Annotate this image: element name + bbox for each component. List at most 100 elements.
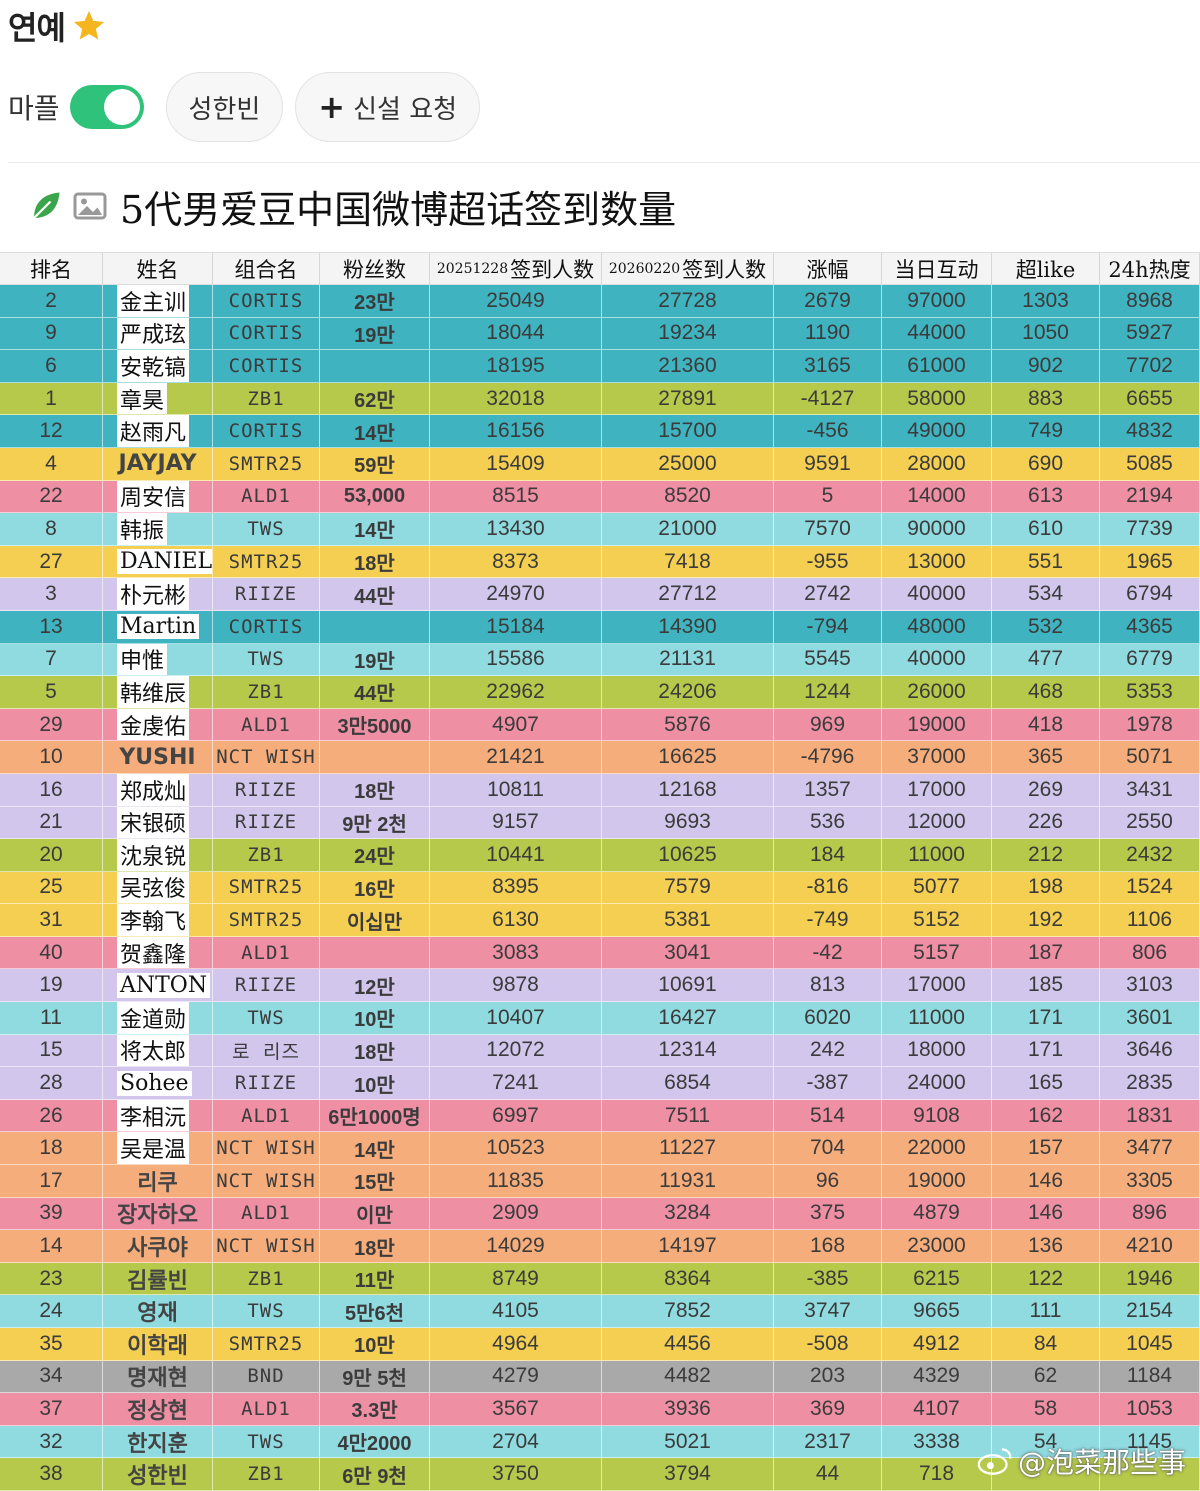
cell-group: CORTIS [213, 415, 320, 447]
cell-inter-text: 48000 [907, 614, 966, 638]
header-increase: 涨幅 [774, 253, 882, 284]
cell-hot-text: 2432 [1126, 842, 1173, 866]
cell-inter: 90000 [882, 513, 992, 545]
cell-inter: 19000 [882, 708, 992, 741]
cell-hot: 7702 [1100, 350, 1200, 382]
cell-rank-text: 7 [45, 647, 57, 671]
cell-fans: 9만 2천 [320, 806, 430, 839]
cell-name-text: 金虔佑 [117, 708, 190, 741]
cell-rank-text: 37 [39, 1396, 63, 1420]
cell-d2-text: 24206 [658, 679, 717, 703]
cell-group-text: CORTIS [228, 289, 304, 312]
new-request-button[interactable]: + 신설 요청 [295, 72, 481, 142]
cell-rank-text: 6 [45, 353, 57, 377]
cell-inc: 203 [774, 1360, 882, 1393]
cell-like: 1303 [992, 285, 1100, 317]
cell-d2-text: 12314 [658, 1038, 717, 1062]
cell-group: NCT WISH [213, 1230, 320, 1262]
cell-d1: 15409 [430, 447, 602, 480]
cell-d2: 3794 [602, 1458, 774, 1490]
cell-name-text: 金主训 [117, 285, 190, 317]
cell-like: 534 [992, 578, 1100, 610]
cell-inc-text: 2679 [804, 288, 851, 312]
cell-hot: 5927 [1100, 317, 1200, 350]
cell-fans-text: 19만 [354, 650, 395, 673]
cell-inter: 23000 [882, 1230, 992, 1262]
cell-rank-text: 8 [45, 516, 57, 540]
cell-name: 金虔佑 [103, 708, 213, 741]
cell-like-text: 171 [1027, 1005, 1064, 1029]
cell-inter-text: 4912 [913, 1331, 960, 1355]
cell-inter: 5157 [882, 936, 992, 969]
cell-fans-text: 11만 [354, 1270, 395, 1293]
cell-fans-text: 9만 2천 [342, 813, 407, 836]
cell-rank: 3 [0, 578, 103, 610]
cell-group: ZB1 [213, 839, 320, 871]
cell-d1-text: 4105 [492, 1299, 539, 1323]
cell-rank: 11 [0, 1002, 103, 1034]
cell-group-text: TWS [247, 648, 285, 671]
chip-sunghanbin[interactable]: 성한빈 [165, 72, 284, 142]
cell-rank-text: 12 [39, 419, 63, 443]
cell-name: 李相沅 [103, 1099, 213, 1132]
cell-inc-text: 44 [815, 1462, 840, 1486]
cell-name-text: 赵雨凡 [117, 415, 190, 447]
cell-group: RIIZE [213, 773, 320, 806]
cell-group-text: NCT WISH [216, 1137, 316, 1160]
cell-inter-text: 718 [918, 1462, 955, 1486]
cell-group: ALD1 [213, 480, 320, 513]
cell-inter: 49000 [882, 415, 992, 447]
cell-hot-text: 5085 [1126, 451, 1173, 475]
star-icon[interactable] [71, 8, 107, 44]
cell-d1-text: 15586 [486, 647, 545, 671]
cell-rank: 6 [0, 350, 103, 382]
cell-fans: 3만5000 [320, 708, 430, 741]
cell-inc: -4127 [774, 382, 882, 415]
mafeul-toggle[interactable] [69, 85, 144, 129]
table-row: 13 Martin CORTIS 15184 14390 -794 48000 532 4365 [0, 610, 1200, 644]
cell-d1: 3567 [430, 1393, 602, 1425]
cell-rank-text: 34 [39, 1364, 63, 1388]
cell-group-text: SMTR25 [228, 550, 304, 573]
cell-rank-text: 13 [39, 614, 63, 638]
cell-rank: 1 [0, 382, 103, 415]
cell-d1: 21421 [430, 741, 602, 773]
cell-fans-text: 23만 [354, 292, 395, 315]
cell-name: 이학래 [103, 1328, 213, 1360]
cell-name-text: YUSHI [119, 744, 196, 770]
cell-inc-text: 184 [809, 842, 846, 866]
cell-hot: 3305 [1100, 1165, 1200, 1197]
cell-hot-text: 896 [1131, 1201, 1168, 1225]
table-row: 23 김률빈 ZB1 11만 8749 8364 -385 6215 122 1946 [0, 1262, 1200, 1296]
cell-d2-text: 5021 [664, 1429, 711, 1453]
cell-name-text: DANIEL [117, 549, 212, 575]
cell-fans-text: 62만 [354, 390, 395, 413]
table-row: 29 金虔佑 ALD1 3만5000 4907 5876 969 19000 418 1978 [0, 708, 1200, 742]
cell-like-text: 1303 [1022, 288, 1069, 312]
table-row: 19 ANTON RIIZE 12만 9878 10691 813 17000 185 3103 [0, 969, 1200, 1003]
cell-hot-text: 3305 [1126, 1168, 1173, 1192]
cell-fans-text: 10만 [354, 1074, 395, 1097]
cell-group: SMTR25 [213, 1328, 320, 1360]
cell-inc-text: 1357 [804, 777, 851, 801]
cell-hot-text: 2835 [1126, 1071, 1173, 1095]
cell-like: 187 [992, 936, 1100, 969]
table-row: 1 章昊 ZB1 62만 32018 27891 -4127 58000 883 6655 [0, 382, 1200, 416]
cell-inc: 969 [774, 708, 882, 741]
cell-hot: 8968 [1100, 285, 1200, 317]
cell-inter: 97000 [882, 285, 992, 317]
cell-inter: 37000 [882, 741, 992, 773]
cell-name: 吴弦俊 [103, 871, 213, 904]
cell-inc-text: 536 [809, 810, 846, 834]
cell-d2-text: 3284 [664, 1201, 711, 1225]
cell-d2: 10625 [602, 839, 774, 871]
cell-rank: 19 [0, 969, 103, 1002]
cell-name-text: 사쿠야 [127, 1236, 188, 1262]
cell-group-text: ALD1 [241, 941, 291, 964]
cell-fans-text: 18만 [354, 553, 395, 576]
cell-like-text: 187 [1027, 940, 1064, 964]
cell-group-text: CORTIS [228, 322, 304, 345]
cell-d1: 10811 [430, 773, 602, 806]
cell-fans-text: 18만 [354, 1041, 395, 1064]
table-row: 12 赵雨凡 CORTIS 14만 16156 15700 -456 49000 749 4832 [0, 415, 1200, 448]
